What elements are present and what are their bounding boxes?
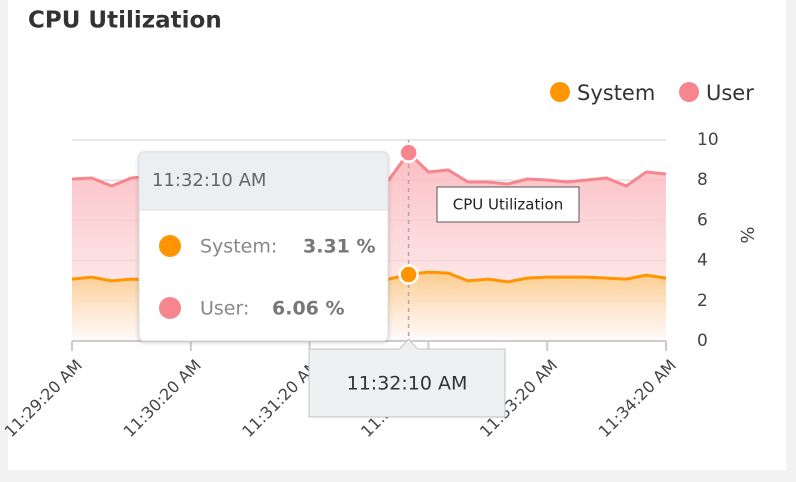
y-tick-label: 8	[697, 170, 708, 190]
tooltip-value: 3.31 %	[303, 236, 376, 258]
hover-label: CPU Utilization	[453, 196, 563, 214]
y-tick-label: 0	[697, 331, 708, 351]
tooltip-name: User:	[200, 298, 249, 320]
y-tick-label: 4	[697, 251, 708, 271]
hover-label-box	[436, 186, 580, 223]
chart-title: CPU Utilization	[28, 8, 222, 34]
tooltip-marker	[159, 297, 181, 319]
legend-label: User	[706, 81, 754, 105]
legend-label: System	[577, 81, 655, 105]
y-tick-label: 2	[697, 291, 708, 311]
tooltip-value: 6.06 %	[272, 298, 345, 320]
hover-point	[398, 264, 419, 285]
legend-marker	[679, 82, 699, 102]
tooltip-header	[138, 151, 389, 211]
tooltip-title: 11:32:10 AM	[152, 170, 266, 191]
x-tooltip-box	[308, 338, 506, 418]
tooltip-marker	[159, 235, 181, 257]
y-tick-label: 6	[697, 210, 708, 230]
tooltip-name: System:	[200, 236, 277, 258]
hover-point	[398, 142, 419, 163]
x-tooltip-label: 11:32:10 AM	[347, 373, 468, 395]
y-axis-label: %	[736, 226, 757, 243]
y-tick-label: 10	[697, 130, 719, 150]
legend-marker	[550, 82, 570, 102]
